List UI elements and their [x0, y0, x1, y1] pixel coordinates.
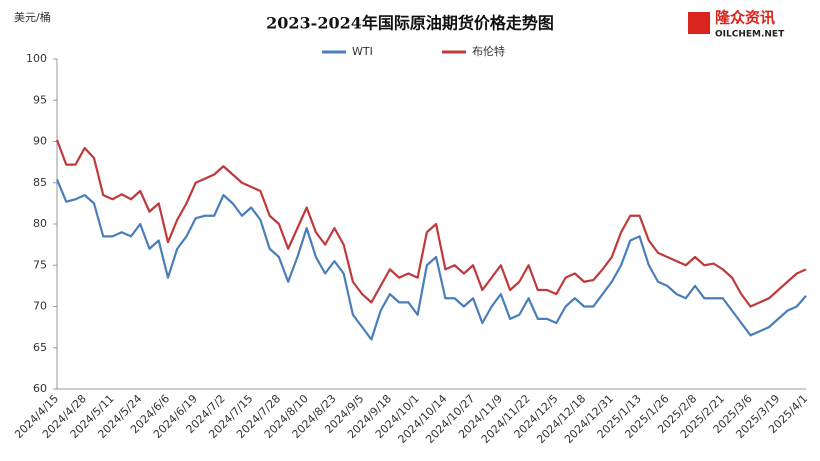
logo-name: 隆众资讯: [715, 9, 775, 27]
line: [55, 179, 807, 341]
y-tick-label: 65: [33, 341, 47, 354]
y-tick-label: 85: [33, 176, 47, 189]
legend-label: 布伦特: [472, 44, 505, 58]
y-tick-label: 80: [33, 217, 47, 230]
y-tick-label: 90: [33, 135, 47, 148]
chart-title: 2023-2024年国际原油期货价格走势图: [266, 14, 554, 33]
y-tick-label: 95: [33, 93, 47, 106]
logo-icon: [688, 12, 710, 34]
y-tick-label: 100: [26, 52, 47, 65]
y-tick-label: 60: [33, 382, 47, 395]
y-tick-label: 75: [33, 258, 47, 271]
y-tick-label: 70: [33, 300, 47, 313]
legend-label: WTI: [352, 45, 373, 58]
line: [55, 139, 807, 308]
y-axis-label: 美元/桶: [14, 10, 51, 24]
logo-site: OILCHEM.NET: [715, 30, 785, 40]
